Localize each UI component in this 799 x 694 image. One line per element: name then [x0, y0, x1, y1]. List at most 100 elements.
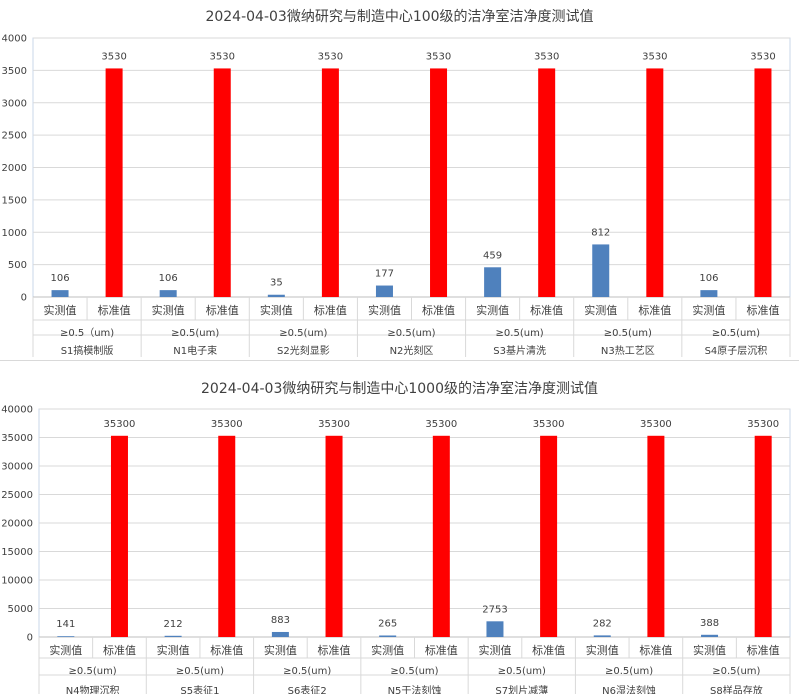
- data-label-standard: 3530: [426, 51, 451, 62]
- data-label-standard: 35300: [104, 419, 136, 430]
- bar-standard: [105, 68, 123, 298]
- data-label-standard: 3530: [318, 51, 343, 62]
- data-label-measured: 459: [483, 250, 502, 261]
- x-size-label: ≥0.5(um): [605, 666, 653, 677]
- data-label-standard: 3530: [210, 51, 235, 62]
- x-sublabel-standard: 标准值: [422, 303, 455, 317]
- data-label-measured: 212: [164, 619, 183, 630]
- x-sublabel-standard: 标准值: [747, 643, 780, 657]
- x-sublabel-standard: 标准值: [532, 643, 565, 657]
- x-size-label: ≥0.5(um): [387, 328, 435, 339]
- x-size-label: ≥0.5(um): [283, 666, 331, 677]
- data-label-measured: 282: [593, 618, 612, 629]
- y-tick-label: 2000: [2, 163, 27, 174]
- x-sublabel-standard: 标准值: [206, 303, 239, 317]
- x-size-label: ≥0.5(um): [712, 666, 760, 677]
- x-size-label: ≥0.5(um): [176, 666, 224, 677]
- chart-title: 2024-04-03微纳研究与制造中心100级的洁净室洁净度测试值: [205, 9, 594, 25]
- bar-standard: [321, 68, 339, 298]
- bar-measured: [486, 621, 504, 637]
- bar-standard: [218, 435, 236, 637]
- data-label-standard: 35300: [640, 419, 672, 430]
- data-label-standard: 35300: [747, 419, 779, 430]
- bar-measured: [375, 285, 393, 297]
- y-tick-label: 15000: [1, 547, 33, 558]
- bar-measured: [592, 244, 610, 297]
- x-sublabel-measured: 实测值: [264, 643, 297, 657]
- y-tick-label: 25000: [1, 490, 33, 501]
- data-label-measured: 177: [375, 269, 394, 280]
- y-tick-label: 1500: [2, 195, 27, 206]
- x-sublabel-measured: 实测值: [157, 643, 190, 657]
- y-tick-label: 3000: [2, 98, 27, 109]
- bar-measured: [57, 636, 75, 637]
- x-sublabel-measured: 实测值: [44, 303, 77, 317]
- x-sublabel-measured: 实测值: [478, 643, 511, 657]
- bar-standard: [540, 435, 558, 637]
- x-sublabel-standard: 标准值: [530, 303, 563, 317]
- data-label-measured: 265: [378, 618, 397, 629]
- y-tick-label: 40000: [1, 405, 33, 416]
- x-area-label: N4物理沉积: [66, 684, 120, 694]
- x-sublabel-measured: 实测值: [152, 303, 185, 317]
- x-area-label: S5表征1: [180, 684, 219, 694]
- x-sublabel-standard: 标准值: [314, 303, 347, 317]
- bar-standard: [538, 68, 556, 298]
- x-size-label: ≥0.5(um): [496, 328, 544, 339]
- y-tick-label: 30000: [1, 462, 33, 473]
- bar-measured: [271, 631, 289, 637]
- y-tick-label: 20000: [1, 519, 33, 530]
- x-area-label: S7划片减薄: [495, 684, 548, 694]
- data-label-measured: 106: [50, 273, 69, 284]
- x-area-label: N1电子束: [173, 344, 217, 357]
- bar-measured: [159, 290, 177, 297]
- bar-measured: [51, 290, 69, 297]
- bar-measured: [700, 290, 718, 297]
- data-label-standard: 3530: [750, 51, 775, 62]
- bar-measured: [267, 294, 285, 297]
- x-area-label: S1搞模制版: [61, 344, 114, 357]
- bar-measured: [701, 634, 719, 637]
- y-tick-label: 500: [8, 260, 27, 271]
- y-tick-label: 4000: [2, 34, 27, 45]
- x-size-label: ≥0.5（um): [60, 327, 114, 339]
- x-area-label: S3基片清洗: [493, 344, 546, 357]
- bar-standard: [213, 68, 231, 298]
- bar-measured: [379, 635, 397, 637]
- x-sublabel-standard: 标准值: [318, 643, 351, 657]
- y-tick-label: 3500: [2, 66, 27, 77]
- x-sublabel-measured: 实测值: [368, 303, 401, 317]
- x-size-label: ≥0.5(um): [604, 328, 652, 339]
- x-sublabel-standard: 标准值: [103, 643, 136, 657]
- x-sublabel-measured: 实测值: [586, 643, 619, 657]
- data-label-measured: 35: [270, 278, 283, 289]
- y-tick-label: 0: [27, 633, 33, 644]
- x-size-label: ≥0.5(um): [171, 328, 219, 339]
- y-tick-label: 0: [21, 293, 27, 304]
- y-tick-label: 2500: [2, 131, 27, 142]
- x-area-label: S6表征2: [288, 684, 327, 694]
- data-label-measured: 812: [591, 227, 610, 238]
- x-sublabel-measured: 实测值: [692, 303, 725, 317]
- data-label-standard: 35300: [211, 419, 243, 430]
- x-area-label: S4原子层沉积: [705, 344, 768, 357]
- bar-measured: [484, 267, 502, 297]
- x-sublabel-standard: 标准值: [638, 303, 671, 317]
- data-label-standard: 35300: [425, 419, 457, 430]
- bar-standard: [754, 435, 772, 637]
- x-size-label: ≥0.5(um): [712, 328, 760, 339]
- y-tick-label: 10000: [1, 576, 33, 587]
- x-sublabel-measured: 实测值: [584, 303, 617, 317]
- data-label-standard: 35300: [318, 419, 350, 430]
- divider: [0, 360, 799, 361]
- x-area-label: N2光刻区: [390, 344, 434, 357]
- x-sublabel-standard: 标准值: [98, 303, 131, 317]
- x-sublabel-measured: 实测值: [49, 643, 82, 657]
- bar-standard: [432, 435, 450, 637]
- x-sublabel-measured: 实测值: [476, 303, 509, 317]
- chart-100-svg: 0 500 1000 1500 2000 2500 3000 3500 4000 106 3530 实…: [2, 34, 791, 357]
- x-sublabel-standard: 标准值: [425, 643, 458, 657]
- data-label-measured: 106: [699, 273, 718, 284]
- bar-standard: [325, 435, 343, 637]
